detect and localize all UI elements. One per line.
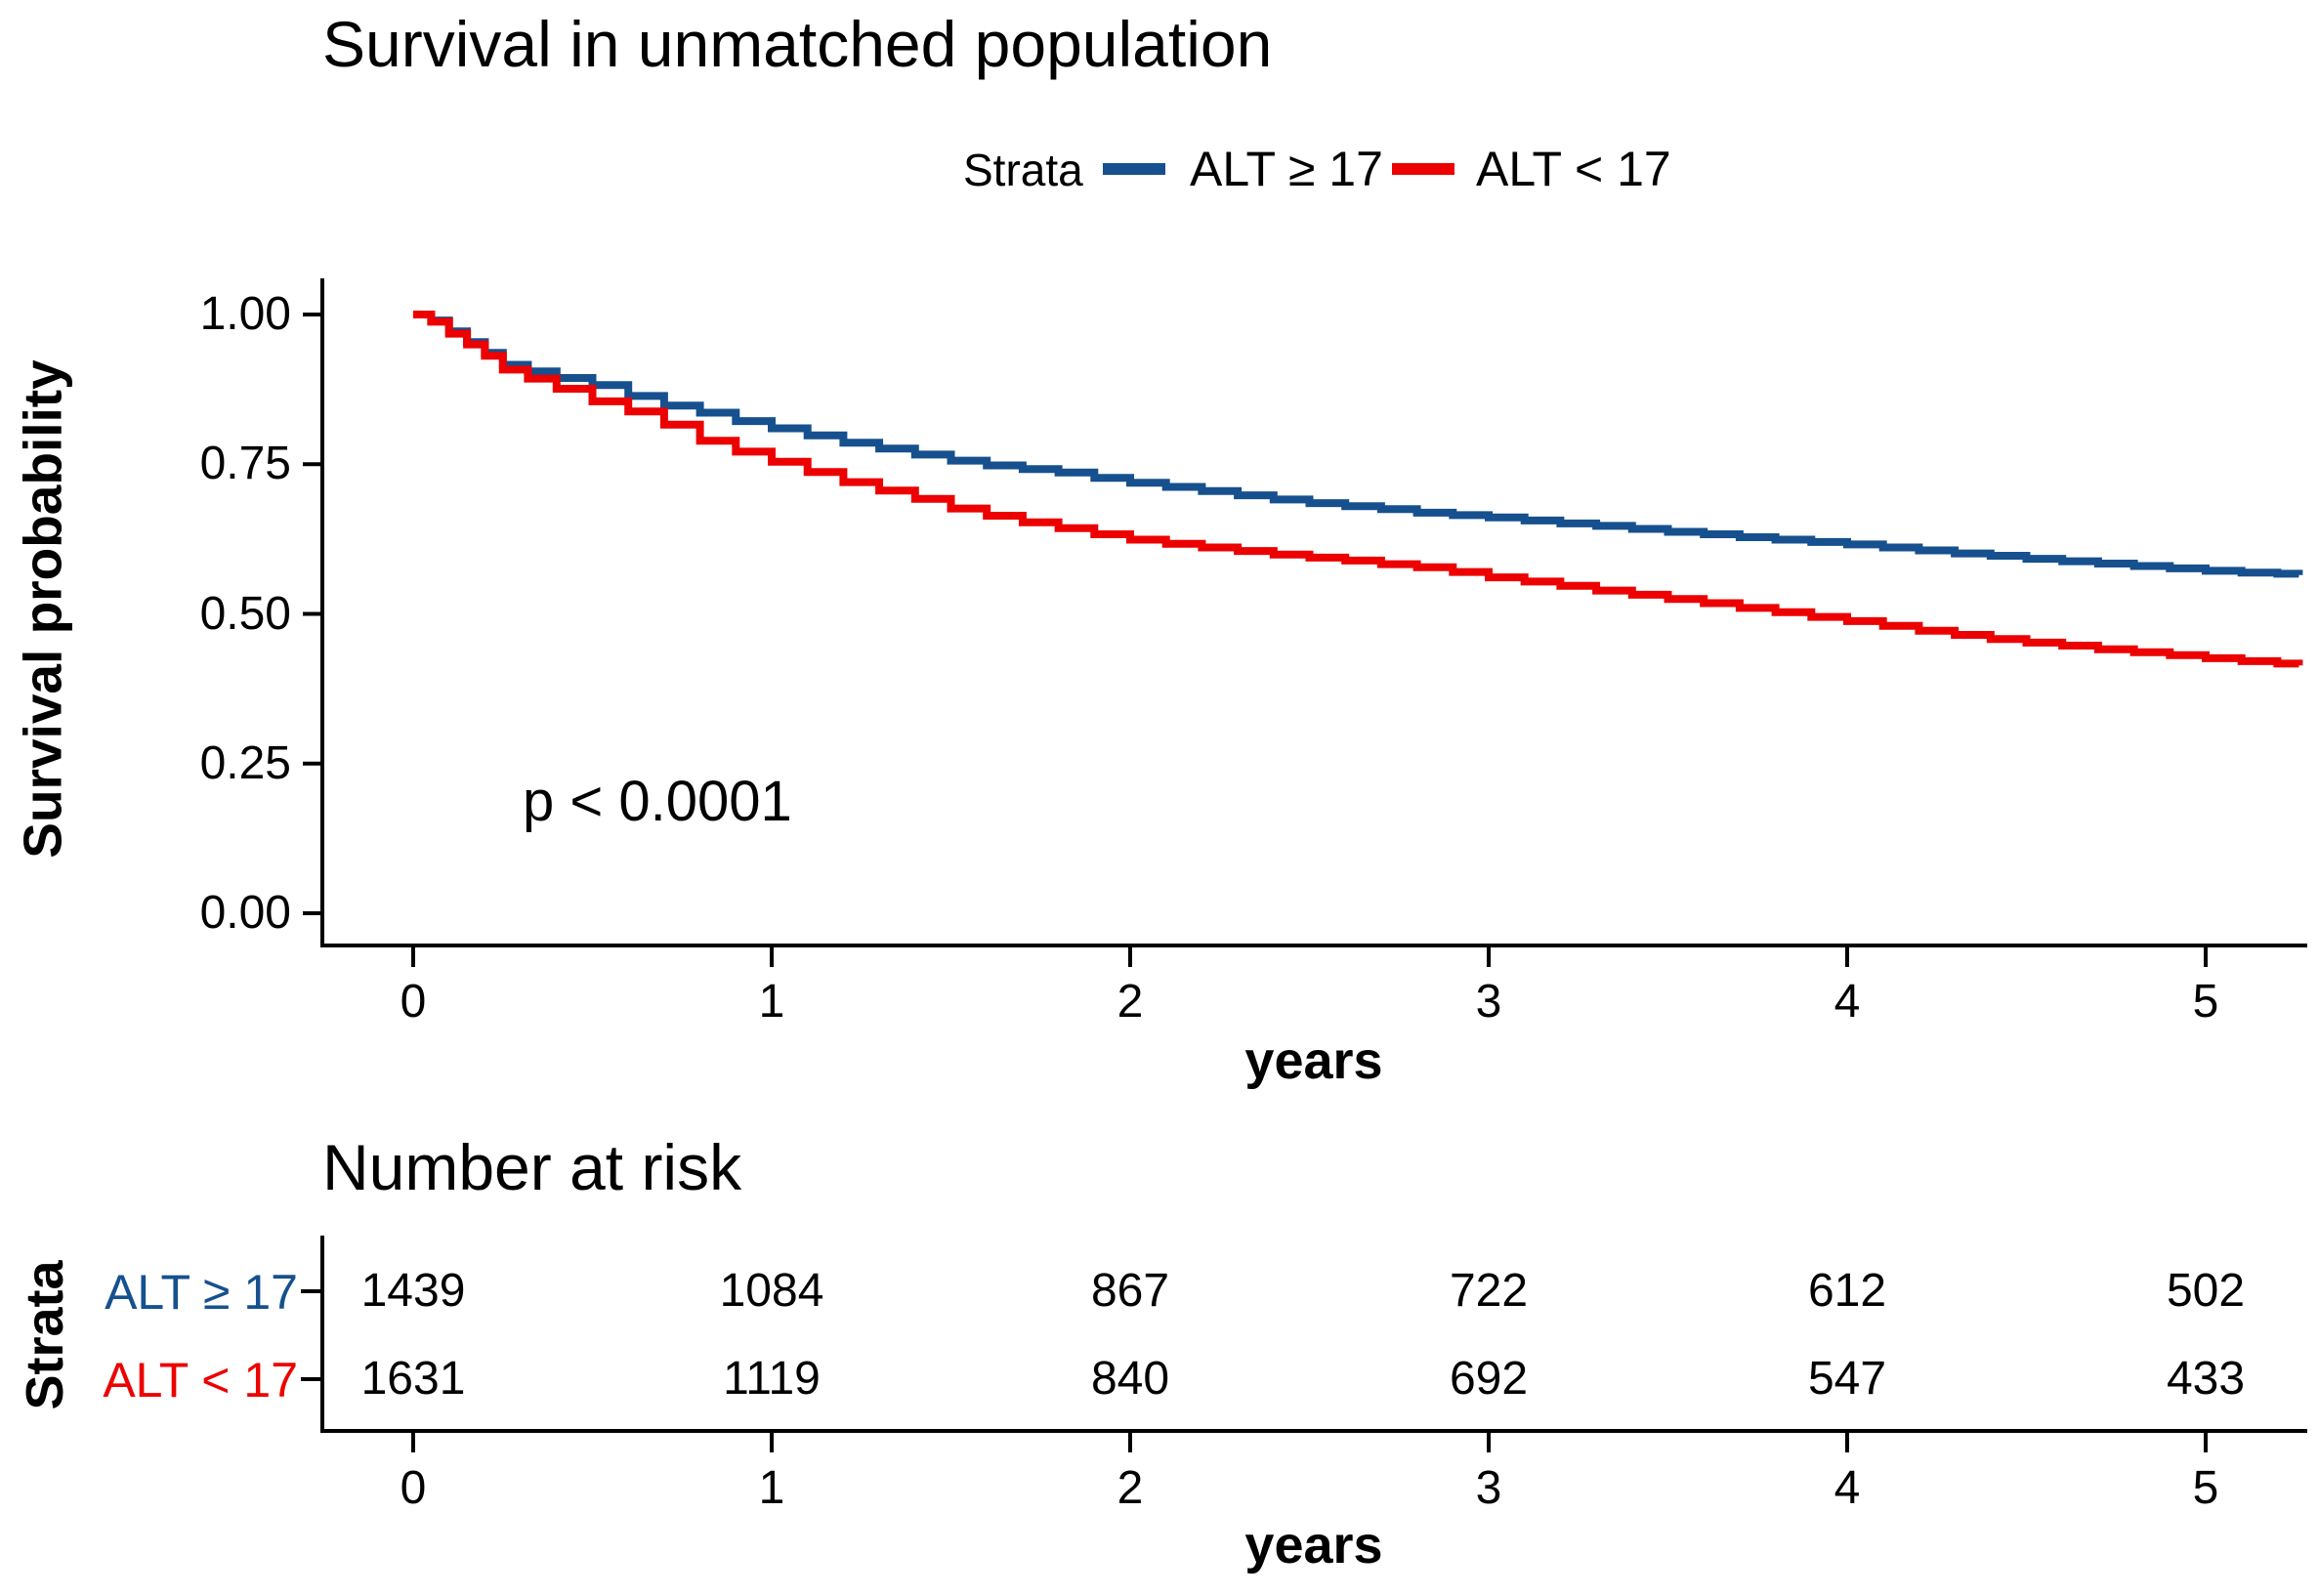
risk-count: 1439 [360, 1265, 466, 1317]
risk-count: 433 [2166, 1353, 2246, 1405]
number-at-risk-title: Number at risk [322, 1131, 742, 1203]
risk-table-x-tick-label: 2 [1117, 1462, 1144, 1514]
risk-count: 1084 [719, 1265, 824, 1317]
x-tick-label: 2 [1117, 976, 1144, 1028]
risk-count: 692 [1449, 1353, 1529, 1405]
risk-table-strata-axis-title: Strata [16, 1260, 74, 1410]
legend-label-alt-ge-17: ALT ≥ 17 [1190, 142, 1383, 196]
risk-row-label-alt-lt-17: ALT < 17 [103, 1353, 298, 1407]
risk-table-x-tick-label: 4 [1833, 1462, 1861, 1514]
y-axis-title: Survival probability [12, 359, 73, 859]
y-tick-label: 1.00 [199, 288, 291, 340]
figure-title: Survival in unmatched population [322, 8, 1273, 80]
legend-title: Strata [963, 145, 1083, 195]
y-tick-label: 0.50 [199, 587, 291, 640]
risk-count: 612 [1807, 1265, 1887, 1317]
risk-table-x-axis-title: years [1244, 1516, 1383, 1575]
risk-table-x-tick-label: 1 [758, 1462, 785, 1514]
km-curve-alt-lt-17 [413, 311, 2303, 668]
y-tick-label: 0.00 [199, 887, 291, 939]
risk-count: 1119 [723, 1353, 821, 1405]
x-tick-label: 3 [1475, 976, 1502, 1028]
risk-table-x-tick-label: 5 [2192, 1462, 2219, 1514]
x-axis-title: years [1244, 1031, 1383, 1090]
y-tick-label: 0.25 [199, 736, 291, 789]
risk-count: 867 [1090, 1265, 1170, 1317]
risk-row-label-alt-ge-17: ALT ≥ 17 [105, 1265, 298, 1320]
risk-count: 840 [1090, 1353, 1170, 1405]
risk-table-x-tick-label: 0 [400, 1462, 427, 1514]
p-value-annotation: p < 0.0001 [523, 770, 792, 833]
x-tick-label: 0 [400, 976, 427, 1028]
risk-count: 722 [1449, 1265, 1529, 1317]
risk-count: 547 [1807, 1353, 1887, 1405]
legend-line-alt-lt-17-icon [1392, 163, 1454, 175]
x-tick-label: 1 [758, 976, 785, 1028]
x-tick-label: 4 [1833, 976, 1861, 1028]
x-tick-label: 5 [2192, 976, 2219, 1028]
risk-table-x-tick-label: 3 [1475, 1462, 1502, 1514]
y-tick-label: 0.75 [199, 438, 291, 490]
legend-line-alt-ge-17-icon [1103, 163, 1165, 175]
km-curve-alt-ge-17 [413, 311, 2303, 578]
risk-count: 1631 [360, 1353, 466, 1405]
risk-count: 502 [2166, 1265, 2246, 1317]
legend-label-alt-lt-17: ALT < 17 [1476, 142, 1671, 196]
